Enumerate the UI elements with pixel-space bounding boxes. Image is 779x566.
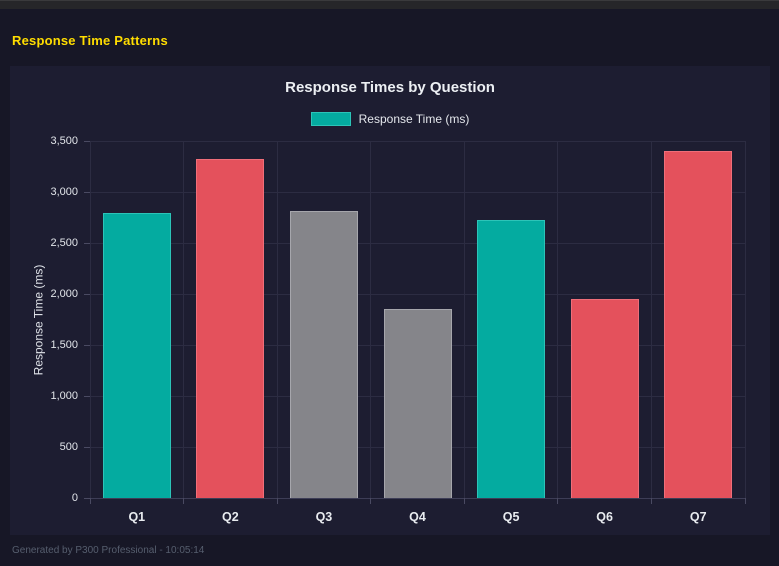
chart-legend-item[interactable]: Response Time (ms): [10, 112, 770, 126]
y-tick-mark: [84, 497, 90, 499]
y-tick-label: 1,500: [50, 339, 78, 351]
x-tick-mark: [463, 498, 465, 504]
gridline-vertical: [650, 141, 652, 498]
x-tick-mark: [557, 498, 559, 504]
gridline-vertical: [370, 141, 372, 498]
page-title: Response Time Patterns: [12, 33, 168, 48]
x-tick-mark: [276, 498, 278, 504]
bar-q6[interactable]: [570, 299, 639, 498]
gridline-horizontal: [90, 191, 745, 193]
bar-q2[interactable]: [196, 159, 265, 498]
bar-q1[interactable]: [102, 213, 171, 498]
gridline-vertical: [89, 141, 91, 498]
x-tick-mark: [370, 498, 372, 504]
gridline-horizontal: [90, 140, 745, 142]
y-tick-mark: [84, 344, 90, 346]
gridline-horizontal: [90, 497, 745, 499]
x-tick-label: Q5: [502, 510, 520, 524]
x-tick-label: Q7: [689, 510, 707, 524]
y-tick-mark: [84, 242, 90, 244]
y-tick-label: 2,500: [50, 237, 78, 249]
y-tick-mark: [84, 395, 90, 397]
gridline-horizontal: [90, 242, 745, 244]
legend-color-swatch: [310, 112, 351, 126]
gridline-vertical: [276, 141, 278, 498]
y-tick-mark: [84, 293, 90, 295]
window-top-strip: [0, 0, 779, 9]
bar-q4[interactable]: [383, 309, 452, 498]
gridline-vertical: [183, 141, 185, 498]
gridline-horizontal: [90, 293, 745, 295]
y-tick-label: 0: [71, 492, 78, 504]
y-tick-mark: [84, 191, 90, 193]
x-tick-mark: [89, 498, 91, 504]
y-tick-label: 500: [59, 441, 78, 453]
y-tick-mark: [84, 446, 90, 448]
bar-q5[interactable]: [477, 220, 546, 498]
y-tick-label: 1,000: [50, 390, 78, 402]
bar-q3[interactable]: [289, 211, 358, 498]
x-tick-label: Q2: [222, 510, 239, 524]
chart-card: Response Times by Question Response Time…: [10, 66, 770, 535]
x-tick-label: Q3: [315, 510, 333, 524]
x-tick-mark: [744, 498, 746, 504]
x-tick-mark: [650, 498, 652, 504]
gridline-vertical: [557, 141, 559, 498]
gridline-vertical: [744, 141, 746, 498]
y-tick-label: 3,500: [50, 135, 78, 147]
plot-area: [84, 140, 746, 504]
gridline-vertical: [463, 141, 465, 498]
x-tick-label: Q6: [596, 510, 613, 524]
chart-title: Response Times by Question: [285, 79, 495, 96]
y-tick-mark: [84, 140, 90, 142]
x-tick-label: Q1: [128, 510, 146, 524]
y-tick-label: 2,000: [50, 288, 78, 300]
legend-label: Response Time (ms): [358, 112, 470, 126]
x-tick-label: Q4: [409, 510, 426, 524]
footer-status: Generated by P300 Professional - 10:05:1…: [12, 545, 205, 556]
bar-q7[interactable]: [664, 151, 733, 498]
x-tick-mark: [183, 498, 185, 504]
y-tick-label: 3,000: [50, 186, 78, 198]
